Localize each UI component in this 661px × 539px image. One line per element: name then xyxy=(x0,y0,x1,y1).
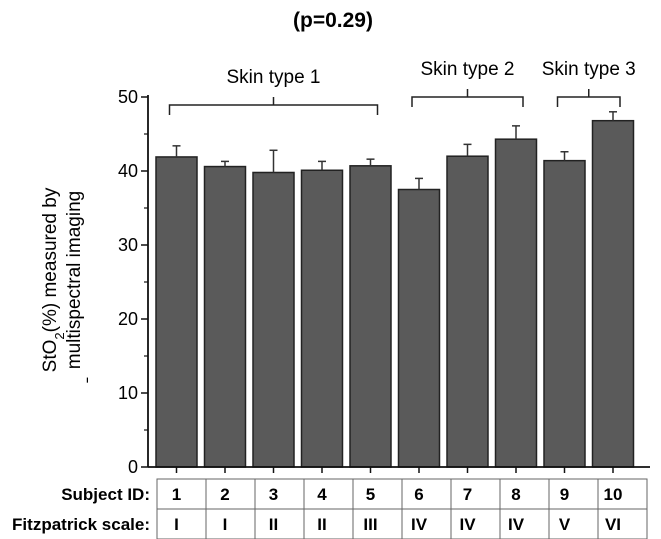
fitzpatrick-cell-4: II xyxy=(317,515,326,534)
bar-subject-4 xyxy=(300,169,344,468)
subject-id-row-label: Subject ID: xyxy=(61,485,150,504)
fitzpatrick-cell-1: I xyxy=(174,515,179,534)
fitzpatrick-cell-6: IV xyxy=(411,515,428,534)
fitzpatrick-cell-8: IV xyxy=(508,515,525,534)
subject-id-cell-7: 7 xyxy=(463,485,472,504)
fitzpatrick-cell-3: II xyxy=(269,515,278,534)
y-tick-label-40: 40 xyxy=(118,161,138,181)
subject-id-cell-1: 1 xyxy=(172,485,181,504)
subject-id-cell-2: 2 xyxy=(220,485,229,504)
y-tick-label-30: 30 xyxy=(118,235,138,255)
bar-subject-9 xyxy=(543,159,586,468)
y-axis-label-line-2: multispectral imaging xyxy=(64,191,85,369)
bar-subject-3 xyxy=(252,171,295,468)
group-brackets: Skin type 1 Skin type 2 Skin type 3 xyxy=(168,59,636,115)
fitzpatrick-cell-5: III xyxy=(363,515,377,534)
chart-title: (p=0.29) xyxy=(293,9,373,32)
group-bracket-2 xyxy=(411,89,524,107)
y-tick-label-20: 20 xyxy=(118,309,138,329)
group-label-2: Skin type 2 xyxy=(421,59,515,80)
subject-id-cell-9: 9 xyxy=(560,485,569,504)
fitzpatrick-row-label: Fitzpatrick scale: xyxy=(12,515,150,534)
subject-id-cell-4: 4 xyxy=(317,485,327,504)
axis-layer: 0 10 20 30 40 50 xyxy=(118,87,650,477)
y-tick-label-10: 10 xyxy=(118,383,138,403)
group-bracket-3 xyxy=(556,89,621,107)
bar-subject-5 xyxy=(349,165,392,468)
subject-id-cell-10: 10 xyxy=(604,485,623,504)
group-bracket-1 xyxy=(168,97,379,115)
y-tick-label-0: 0 xyxy=(128,457,138,477)
bar-subject-7 xyxy=(446,155,489,468)
y-axis-label: StO2(%) measured by multispectral imaging… xyxy=(40,187,105,383)
bar-subject-6 xyxy=(397,188,441,468)
bar-subject-2 xyxy=(203,165,247,468)
fitzpatrick-cell-7: IV xyxy=(459,515,476,534)
group-label-1: Skin type 1 xyxy=(227,67,321,88)
fitzpatrick-cell-10: VI xyxy=(605,515,621,534)
bar-subject-10 xyxy=(591,119,635,468)
bar-subject-8 xyxy=(494,138,538,468)
group-label-3: Skin type 3 xyxy=(542,59,636,80)
y-axis-label-line-1: StO2(%) measured by xyxy=(40,187,67,372)
subject-id-cell-6: 6 xyxy=(414,485,423,504)
subject-table: Subject ID: Fitzpatrick scale: 1 I 2 I 3 II 4 II 5… xyxy=(12,478,648,539)
fitzpatrick-cell-9: V xyxy=(559,515,571,534)
fitzpatrick-cell-2: I xyxy=(223,515,228,534)
subject-id-cell-3: 3 xyxy=(269,485,278,504)
subject-id-cell-8: 8 xyxy=(511,485,520,504)
bars-layer xyxy=(155,111,635,468)
y-tick-label-50: 50 xyxy=(118,87,138,107)
y-axis-label-mark: ˉ xyxy=(84,377,105,383)
subject-id-cell-5: 5 xyxy=(366,485,375,504)
bar-subject-1 xyxy=(155,156,198,468)
